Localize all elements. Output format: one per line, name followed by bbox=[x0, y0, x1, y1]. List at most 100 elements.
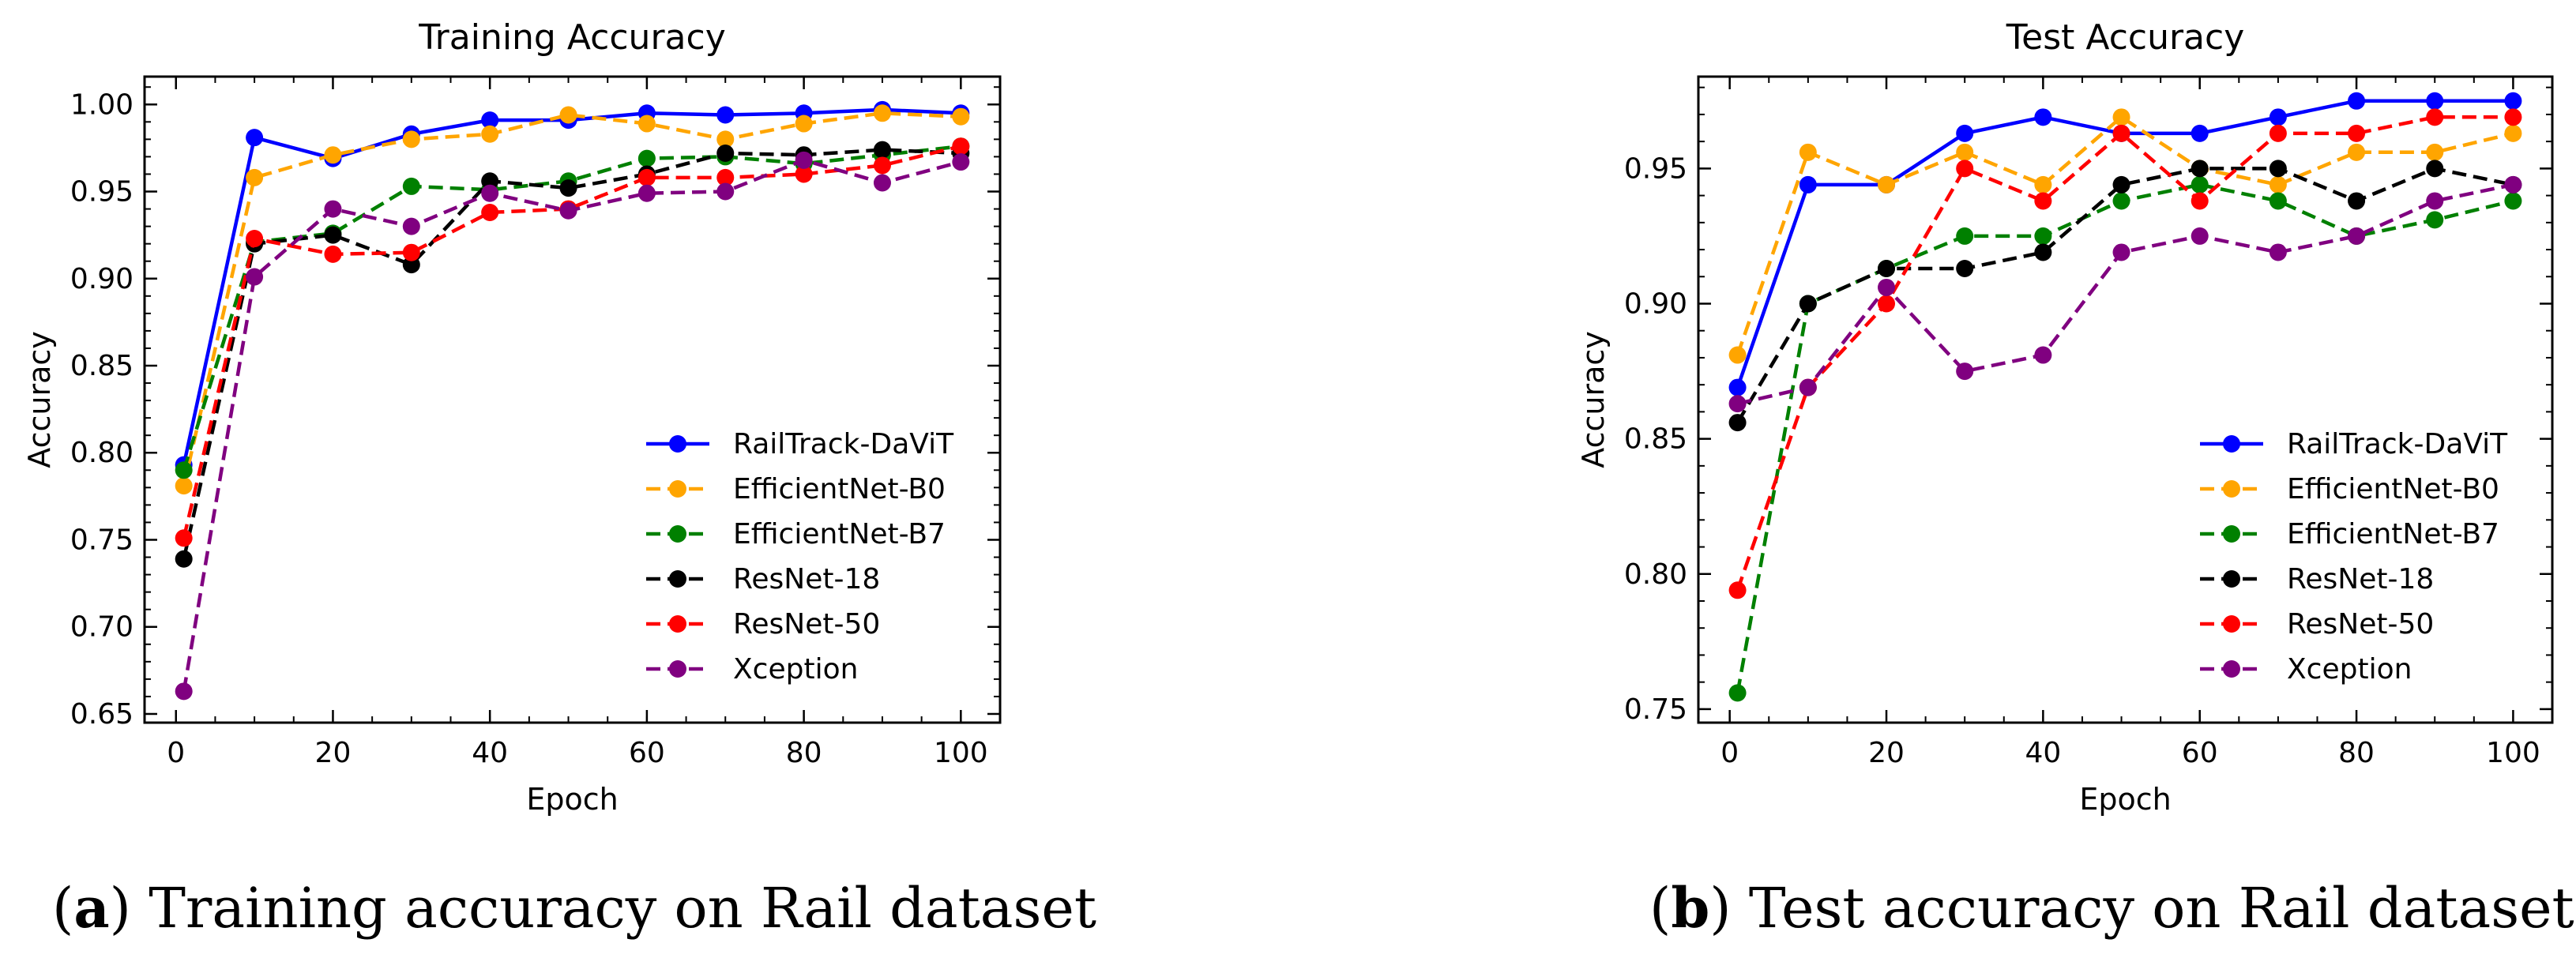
test-accuracy-chart: Test Accuracy 0 20 40 60 80 100 0.75 0.80 0.85 0.9… bbox=[1576, 17, 2554, 817]
training-accuracy-chart: Training Accuracy 0 20 40 60 80 100 0.65 0.70 0.7… bbox=[22, 17, 1002, 817]
data-point-xception bbox=[2348, 227, 2366, 245]
x-tick-label: 40 bbox=[472, 737, 508, 769]
data-point-resnet-50 bbox=[1878, 295, 1896, 313]
caption-training-letter: a bbox=[73, 875, 110, 941]
legend-label-railtrack-davit: RailTrack-DaViT bbox=[2287, 428, 2508, 460]
legend-label-efficientnet-b0: EfficientNet-B0 bbox=[2287, 473, 2499, 505]
legend-label-resnet-50: ResNet-50 bbox=[733, 608, 880, 641]
data-point-resnet-50 bbox=[795, 165, 813, 183]
legend-marker-resnet-50 bbox=[2223, 615, 2240, 633]
data-point-resnet-50 bbox=[324, 245, 342, 263]
data-point-resnet-18 bbox=[559, 179, 577, 197]
caption-training-text: Training accuracy on Rail dataset bbox=[130, 876, 1096, 941]
legend-label-railtrack-davit: RailTrack-DaViT bbox=[733, 428, 954, 460]
data-point-xception bbox=[952, 153, 970, 171]
data-point-efficientnet-b7 bbox=[402, 177, 420, 195]
data-point-efficientnet-b0 bbox=[175, 477, 193, 495]
data-point-efficientnet-b7 bbox=[1956, 227, 1974, 245]
data-point-resnet-18 bbox=[402, 256, 420, 274]
legend-label-efficientnet-b0: EfficientNet-B0 bbox=[733, 473, 946, 505]
data-point-efficientnet-b0 bbox=[324, 146, 342, 164]
x-tick-label: 20 bbox=[1868, 737, 1905, 769]
data-point-resnet-50 bbox=[716, 168, 735, 186]
x-tick-label: 60 bbox=[2182, 737, 2218, 769]
y-tick-label: 0.80 bbox=[70, 437, 134, 469]
data-point-efficientnet-b0 bbox=[2348, 143, 2366, 161]
data-point-efficientnet-b7 bbox=[2269, 192, 2287, 210]
series-line-resnet-18 bbox=[1736, 167, 2514, 424]
data-point-xception bbox=[1728, 395, 1747, 413]
legend-marker-railtrack-davit bbox=[2223, 435, 2240, 453]
data-point-efficientnet-b0 bbox=[637, 115, 656, 133]
data-point-efficientnet-b0 bbox=[559, 106, 577, 124]
data-point-railtrack-davit bbox=[246, 129, 264, 147]
data-point-resnet-50 bbox=[2348, 124, 2366, 142]
data-point-resnet-18 bbox=[1728, 414, 1747, 432]
data-point-efficientnet-b0 bbox=[2504, 124, 2522, 142]
legend-marker-xception bbox=[2223, 660, 2240, 678]
data-point-resnet-18 bbox=[2112, 175, 2130, 193]
data-point-resnet-18 bbox=[2034, 243, 2052, 261]
data-point-resnet-50 bbox=[2191, 192, 2209, 210]
caption-test: (b) Test accuracy on Rail dataset bbox=[1649, 875, 2574, 941]
legend-marker-resnet-18 bbox=[2223, 570, 2240, 588]
data-point-efficientnet-b7 bbox=[175, 461, 193, 479]
x-tick-label: 0 bbox=[1720, 737, 1739, 769]
data-point-xception bbox=[795, 151, 813, 169]
data-point-xception bbox=[1956, 363, 1974, 381]
legend: RailTrack-DaViT EfficientNet-B0 EfficientN… bbox=[646, 428, 954, 686]
data-point-xception bbox=[1799, 378, 1817, 396]
chart-title: Training Accuracy bbox=[418, 17, 725, 58]
data-point-efficientnet-b0 bbox=[2112, 108, 2130, 126]
data-point-resnet-18 bbox=[2348, 192, 2366, 210]
x-tick-label: 60 bbox=[629, 737, 665, 769]
data-point-railtrack-davit bbox=[716, 106, 735, 124]
data-point-efficientnet-b0 bbox=[952, 107, 970, 126]
legend-label-xception: Xception bbox=[733, 653, 858, 686]
data-point-xception bbox=[2191, 227, 2209, 245]
data-point-resnet-50 bbox=[873, 156, 891, 175]
data-point-resnet-50 bbox=[952, 137, 970, 156]
data-point-resnet-18 bbox=[2269, 160, 2287, 178]
data-point-efficientnet-b7 bbox=[2112, 192, 2130, 210]
data-point-efficientnet-b0 bbox=[402, 130, 420, 148]
data-point-xception bbox=[637, 184, 656, 202]
data-point-railtrack-davit bbox=[2348, 92, 2366, 110]
series-line-efficientnet-b0 bbox=[1736, 115, 2514, 356]
data-point-xception bbox=[402, 217, 420, 235]
legend-marker-efficientnet-b0 bbox=[669, 480, 686, 498]
legend-marker-resnet-18 bbox=[669, 570, 686, 588]
data-point-efficientnet-b7 bbox=[2034, 227, 2052, 245]
y-tick-label: 0.70 bbox=[70, 611, 134, 644]
data-point-efficientnet-b7 bbox=[2426, 211, 2444, 229]
y-tick-label: 0.80 bbox=[1624, 558, 1687, 591]
series-efficientnet-b0 bbox=[1728, 108, 2522, 364]
data-point-xception bbox=[246, 268, 264, 286]
y-axis-label: Accuracy bbox=[1576, 331, 1611, 468]
data-point-xception bbox=[2112, 243, 2130, 261]
x-tick-label: 40 bbox=[2025, 737, 2061, 769]
data-point-efficientnet-b0 bbox=[795, 115, 813, 133]
caption-test-letter: b bbox=[1671, 875, 1710, 941]
y-tick-label: 0.95 bbox=[70, 176, 134, 209]
legend-label-efficientnet-b7: EfficientNet-B7 bbox=[733, 518, 946, 550]
y-tick-label: 0.85 bbox=[1624, 423, 1687, 456]
data-point-railtrack-davit bbox=[1799, 175, 1817, 193]
legend-marker-efficientnet-b0 bbox=[2223, 480, 2240, 498]
data-point-efficientnet-b0 bbox=[1878, 175, 1896, 193]
legend-marker-railtrack-davit bbox=[669, 435, 686, 453]
legend-marker-xception bbox=[669, 660, 686, 678]
series-line-xception bbox=[1737, 182, 2514, 406]
y-tick-label: 0.90 bbox=[70, 263, 134, 295]
data-point-railtrack-davit bbox=[2191, 124, 2209, 142]
x-tick-label: 100 bbox=[934, 737, 988, 769]
data-point-resnet-50 bbox=[1728, 581, 1747, 599]
data-point-resnet-50 bbox=[2504, 108, 2522, 126]
data-point-railtrack-davit bbox=[2269, 108, 2287, 126]
data-point-railtrack-davit bbox=[481, 111, 499, 130]
data-point-resnet-18 bbox=[2191, 160, 2209, 178]
series-railtrack-davit bbox=[175, 100, 970, 474]
legend-marker-resnet-50 bbox=[669, 615, 686, 633]
data-point-efficientnet-b0 bbox=[2034, 175, 2052, 193]
